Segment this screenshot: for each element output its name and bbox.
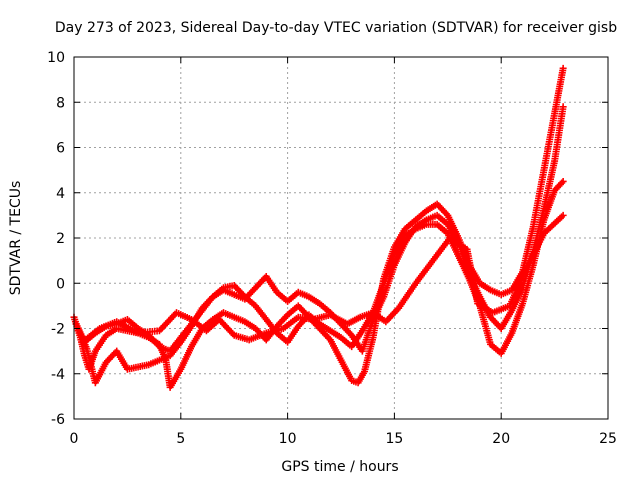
series-track-c bbox=[74, 177, 567, 387]
data-point-marker bbox=[559, 103, 567, 111]
y-tick-label: 2 bbox=[56, 231, 65, 247]
y-tick-label: 10 bbox=[47, 50, 65, 66]
axis-ticks: 0 5 10 15 20 25 -6 -4 -2 0 2 4 6 8 10 bbox=[47, 50, 617, 447]
y-tick-label: -4 bbox=[51, 367, 65, 383]
x-tick-label: 5 bbox=[176, 431, 185, 447]
chart-title: Day 273 of 2023, Sidereal Day-to-day VTE… bbox=[55, 20, 617, 36]
y-tick-label: 0 bbox=[56, 276, 65, 292]
y-tick-label: 6 bbox=[56, 141, 65, 157]
x-tick-label: 10 bbox=[279, 431, 297, 447]
y-axis-label: SDTVAR / TECUs bbox=[8, 181, 24, 296]
data-point-marker bbox=[559, 64, 567, 72]
series-track-d bbox=[79, 211, 567, 346]
y-tick-label: -2 bbox=[51, 322, 65, 338]
x-axis-label: GPS time / hours bbox=[281, 459, 398, 475]
data-series bbox=[70, 64, 567, 391]
x-tick-label: 20 bbox=[492, 431, 510, 447]
data-point-marker bbox=[559, 177, 567, 185]
x-tick-label: 25 bbox=[599, 431, 617, 447]
x-tick-label: 15 bbox=[385, 431, 403, 447]
y-tick-label: 4 bbox=[56, 186, 65, 202]
y-tick-label: 8 bbox=[56, 95, 65, 111]
data-point-marker bbox=[559, 211, 567, 219]
data-point-marker bbox=[558, 179, 566, 187]
x-tick-label: 0 bbox=[70, 431, 79, 447]
y-tick-label: -6 bbox=[51, 412, 65, 428]
